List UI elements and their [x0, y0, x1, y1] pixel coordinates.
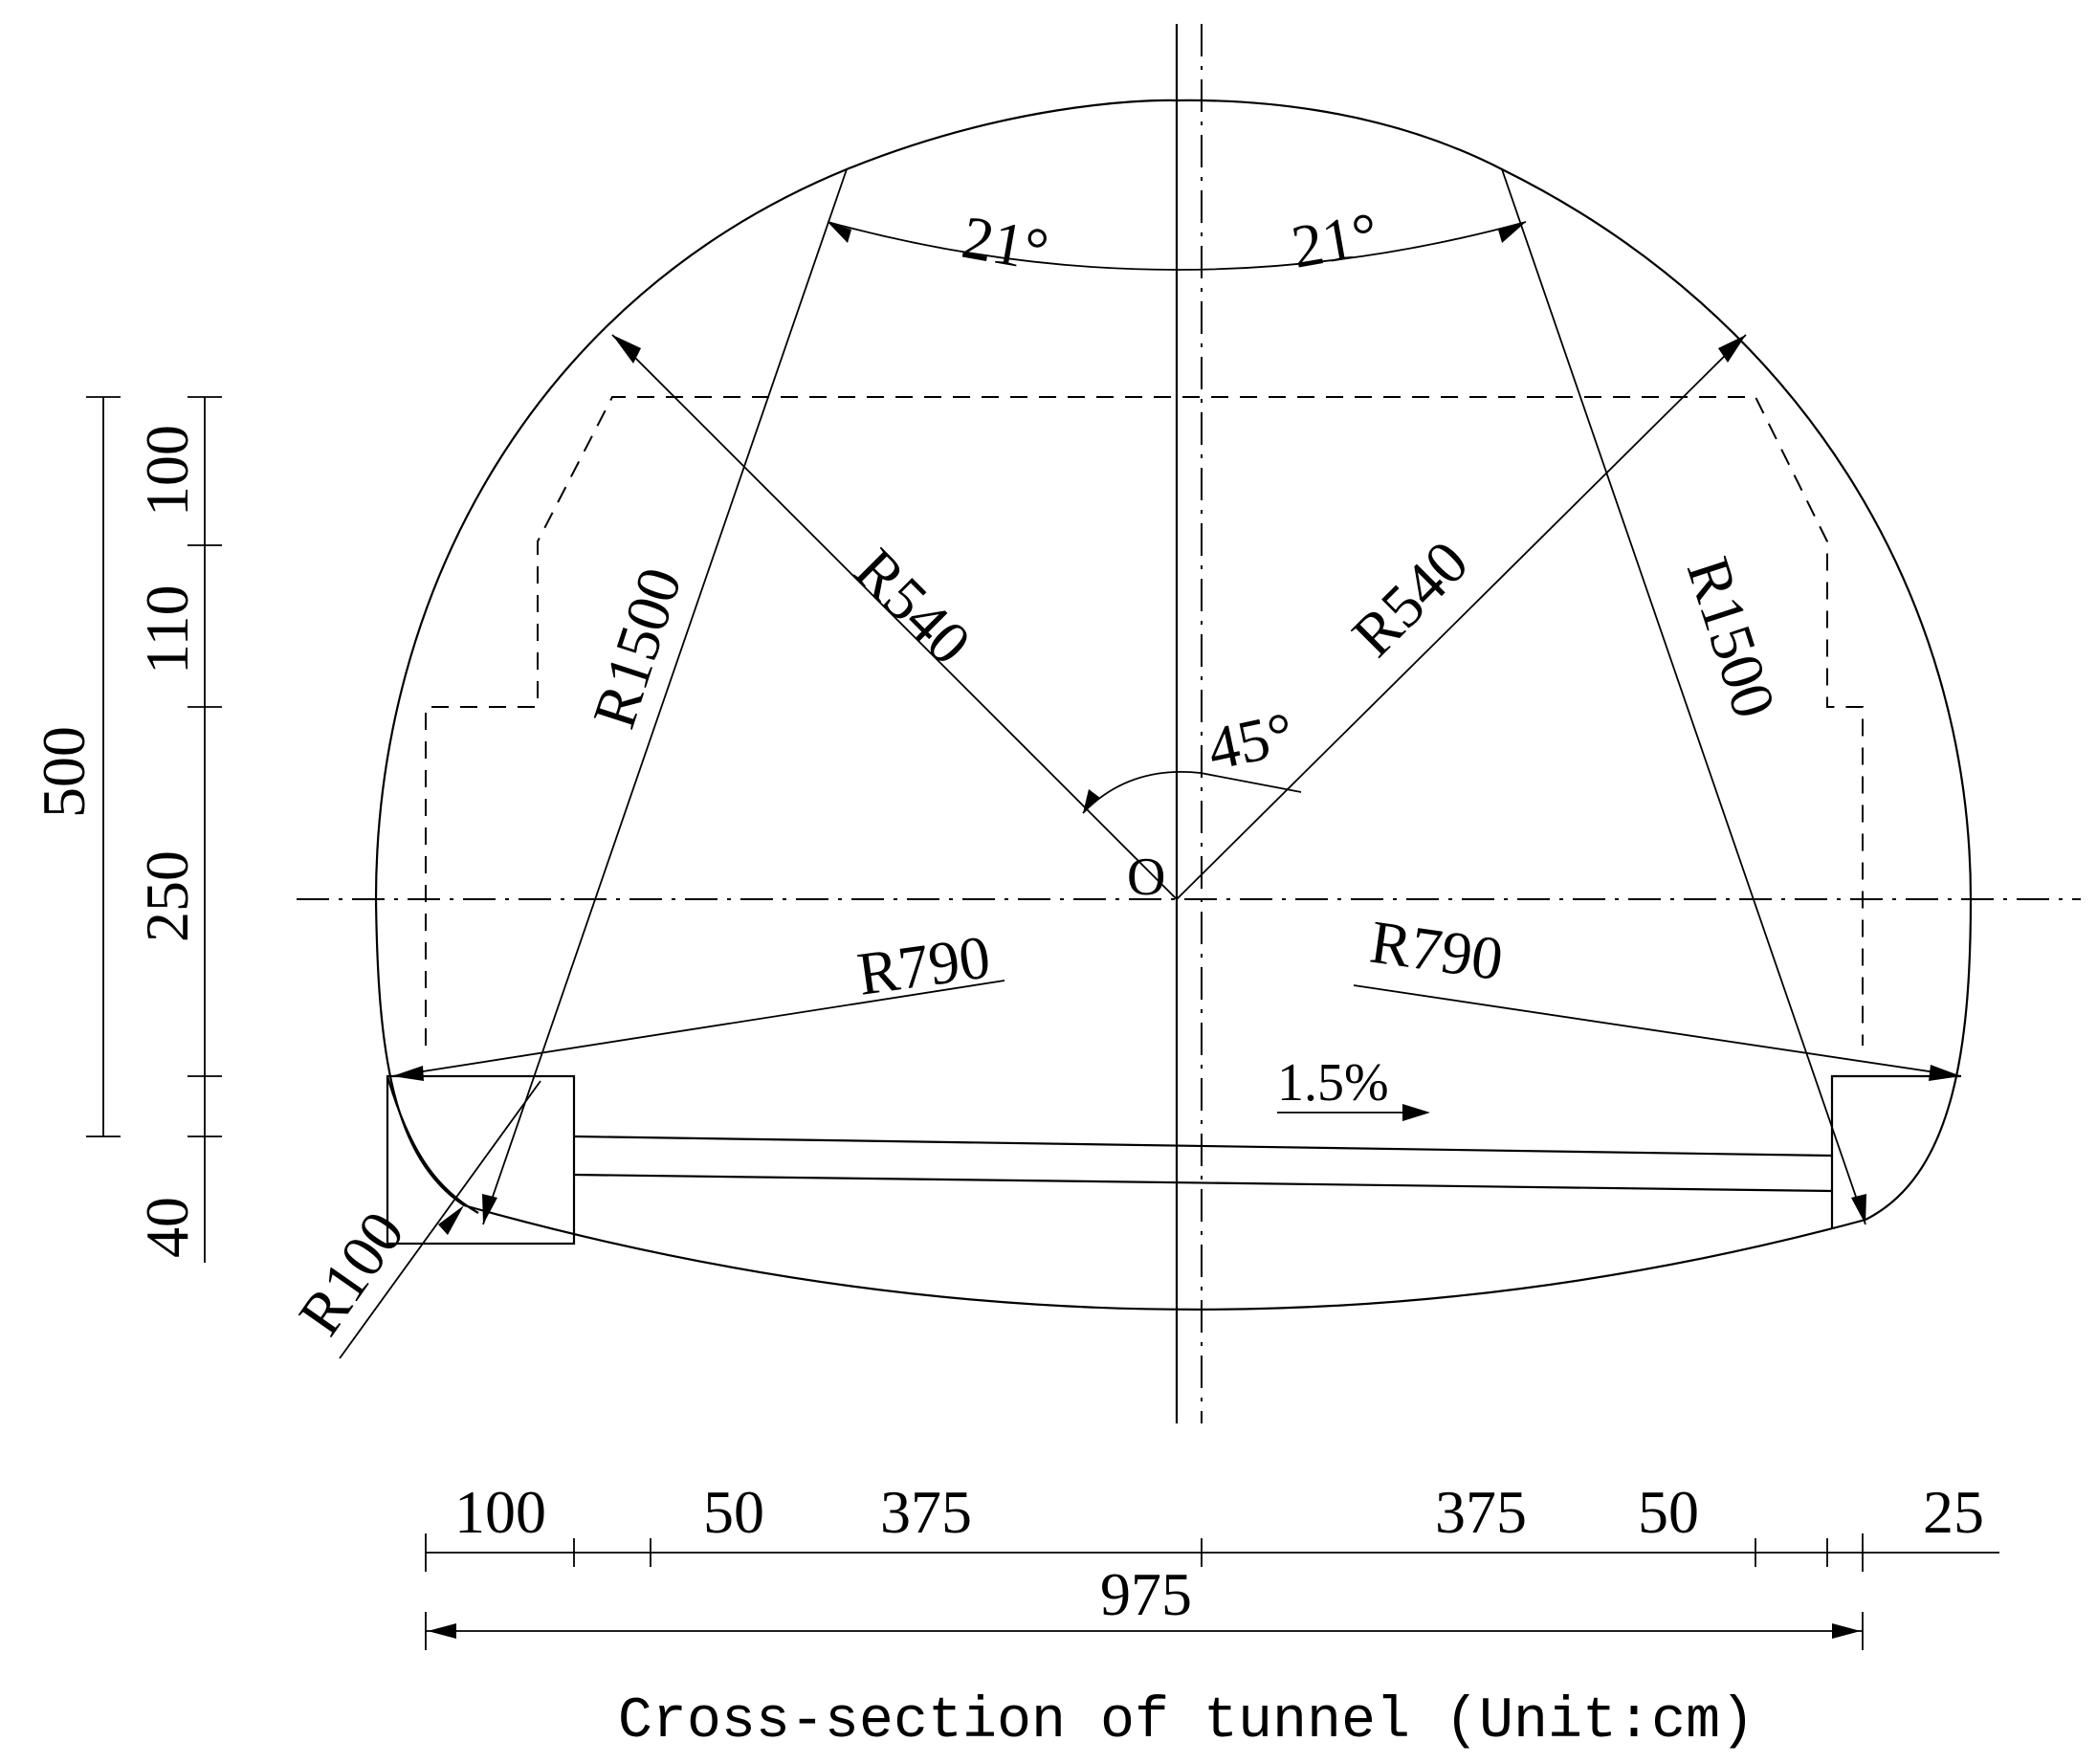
angle-arc-center: [1082, 771, 1202, 814]
dim-row2-arrow-left: [428, 1623, 456, 1639]
angle-top-right-arrowhead: [1498, 222, 1526, 243]
r1500-left-arrowhead: [482, 1194, 497, 1224]
slope-arrowhead: [1402, 1104, 1430, 1121]
dim-110-label: 110: [133, 584, 201, 674]
dim-left-strip-label: 50: [703, 1478, 764, 1546]
r100-label: R100: [285, 1200, 417, 1347]
r790-right-label: R790: [1366, 908, 1507, 994]
angle-top-right-label: 21°: [1287, 199, 1383, 280]
tunnel-outer-contour: [374, 99, 1973, 1221]
dim-right-strip-label: 50: [1638, 1478, 1699, 1546]
dim-row2-arrow-right: [1832, 1623, 1861, 1639]
dim-left-sidewalk-label: 100: [454, 1478, 546, 1546]
r540-right-label: R540: [1339, 528, 1481, 670]
slope-label: 1.5%: [1277, 1053, 1389, 1113]
angle-top-left-label: 21°: [958, 203, 1054, 284]
dim-500-label: 500: [30, 726, 98, 818]
dim-left-lane-label: 375: [880, 1478, 972, 1546]
figure-caption: Cross-section of tunnel (Unit:cm): [618, 1689, 1755, 1754]
r45-leader: [1200, 772, 1302, 793]
r1500-right-label: R1500: [1674, 549, 1789, 725]
origin-label: O: [1127, 848, 1165, 907]
r790-left-arrowhead: [392, 1066, 424, 1081]
r540-left-line: [611, 334, 1178, 900]
r100-arrowhead: [438, 1205, 464, 1235]
angle-arc-top: [827, 221, 1527, 271]
r790-right-line: [1353, 984, 1962, 1077]
dim-right-margin-label: 25: [1923, 1478, 1984, 1546]
left-sidewalk-curb: [386, 1074, 576, 1246]
r100-line: [339, 1080, 541, 1359]
left-lower-corner-arc: [386, 1075, 479, 1214]
r1500-right-line: [1501, 168, 1866, 1225]
angle-center-label: 45°: [1202, 699, 1299, 783]
r540-right-arrowhead: [1718, 335, 1746, 363]
r790-left-label: R790: [853, 922, 994, 1008]
clearance-envelope: [425, 396, 1864, 1046]
r540-right-line: [1176, 334, 1747, 900]
r1500-left-line: [482, 168, 848, 1225]
road-pavement-bottom: [573, 1173, 1833, 1193]
dim-250-label: 250: [133, 850, 201, 942]
r1500-left-label: R1500: [580, 560, 695, 736]
tunnel-invert-arc: [463, 1203, 1866, 1311]
r540-left-arrowhead: [612, 335, 641, 364]
dim-100-label: 100: [133, 425, 201, 517]
angle-center-arrowhead: [1083, 789, 1100, 813]
right-sidewalk-curb: [1830, 1074, 1961, 1229]
angle-top-left-arrowhead: [828, 222, 851, 243]
r790-right-arrowhead: [1929, 1065, 1961, 1081]
r1500-right-arrowhead: [1851, 1194, 1866, 1224]
dim-total-width-label: 975: [1100, 1560, 1192, 1628]
r540-left-label: R540: [842, 536, 983, 677]
road-pavement-top: [573, 1135, 1833, 1158]
dim-right-lane-label: 375: [1435, 1478, 1527, 1546]
dim-40-label: 40: [133, 1197, 201, 1258]
r790-left-line: [391, 980, 1005, 1077]
